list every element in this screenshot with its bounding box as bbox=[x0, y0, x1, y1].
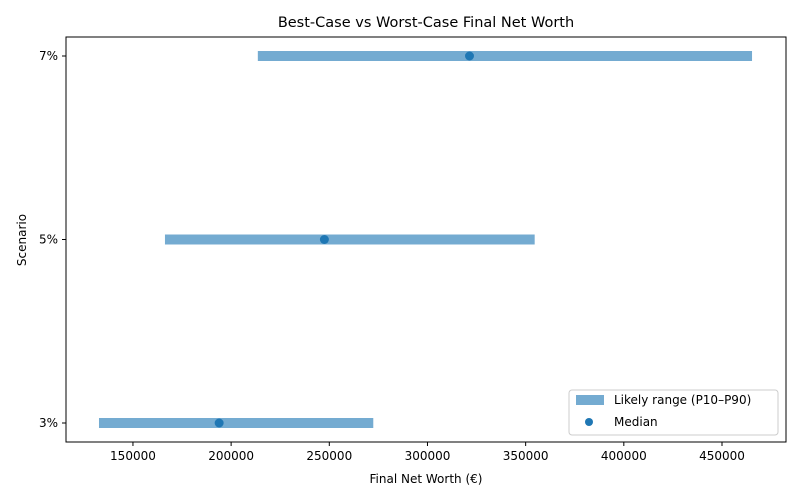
x-tick-label: 350000 bbox=[503, 449, 549, 463]
legend-median-label: Median bbox=[614, 415, 658, 429]
x-tick-label: 400000 bbox=[601, 449, 647, 463]
median-point-5pct bbox=[319, 235, 329, 244]
plot-area bbox=[98, 51, 753, 428]
range-bar-3pct bbox=[98, 418, 374, 428]
y-tick-label: 5% bbox=[39, 233, 58, 247]
legend: Likely range (P10–P90) Median bbox=[568, 389, 779, 436]
range-bar-5pct bbox=[164, 234, 535, 245]
range-bar-7pct bbox=[257, 51, 753, 61]
legend-range-swatch bbox=[576, 395, 604, 405]
x-axis-label: Final Net Worth (€) bbox=[370, 472, 483, 486]
chart-title: Best-Case vs Worst-Case Final Net Worth bbox=[278, 15, 574, 31]
legend-range-label: Likely range (P10–P90) bbox=[614, 393, 751, 407]
y-tick-label: 7% bbox=[39, 49, 58, 63]
x-axis-ticks: 150000 200000 250000 300000 350000 400000 4500… bbox=[110, 442, 745, 463]
legend-frame bbox=[568, 389, 779, 436]
legend-median-swatch bbox=[585, 418, 593, 426]
x-tick-label: 200000 bbox=[208, 449, 254, 463]
median-point-3pct bbox=[214, 418, 224, 428]
x-tick-label: 450000 bbox=[699, 449, 745, 463]
y-tick-label: 3% bbox=[39, 416, 58, 430]
y-axis-label: Scenario bbox=[15, 214, 29, 266]
x-tick-label: 150000 bbox=[110, 449, 156, 463]
x-tick-label: 300000 bbox=[405, 449, 451, 463]
x-tick-label: 250000 bbox=[306, 449, 352, 463]
median-point-7pct bbox=[464, 51, 474, 61]
y-axis-ticks: 3% 5% 7% bbox=[39, 49, 66, 430]
